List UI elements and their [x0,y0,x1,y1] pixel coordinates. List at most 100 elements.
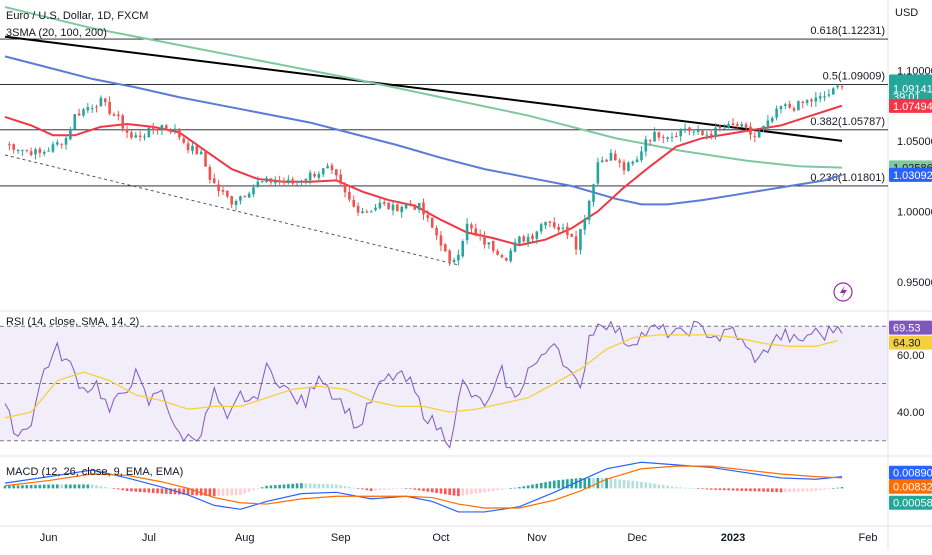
macd-histogram-bar [792,488,796,492]
macd-histogram-bar [178,488,181,495]
macd-histogram-bar [496,488,499,491]
macd-histogram-bar [531,484,534,489]
candle [417,202,421,213]
candle-body [522,236,526,242]
candle [840,84,844,90]
macd-histogram-bar [797,488,800,492]
lightning-icon-bolt [840,285,847,299]
candle [587,199,591,225]
candle [448,248,451,267]
candle-body [252,187,255,195]
candle [566,222,569,240]
candle-body [321,168,325,175]
candle-body [474,228,478,234]
macd-histogram-bar [522,486,526,489]
candle-body [278,180,281,182]
candle-body [234,201,238,205]
candle [60,143,63,149]
time-axis-tick: Feb [859,532,878,544]
macd-histogram-bar [740,488,744,491]
candle [635,156,639,163]
macd-histogram-bar [600,477,604,489]
candle [435,225,438,240]
candle [544,221,547,229]
macd-histogram-bar [422,488,425,491]
candle [478,229,482,241]
macd-histogram-bar [156,488,159,494]
macd-histogram-bar [518,487,521,489]
candle-body [583,218,587,230]
rsi-indicator-label[interactable]: RSI (14, close, SMA, 14, 2) [6,316,139,328]
candle [714,122,717,140]
candle [640,145,643,163]
candle [439,231,443,251]
candle [618,158,621,168]
candle [326,162,329,169]
candle-body [448,250,451,262]
candle-body [548,221,552,223]
macd-histogram-bar [404,488,408,489]
candle [38,146,42,158]
candle [605,158,608,163]
macd-histogram-bar [25,485,29,489]
candle [518,235,521,245]
candle-body [483,235,486,245]
candle-body [609,152,613,161]
candle-body [391,204,395,211]
candle-body [138,135,142,138]
rsi-value-tag: 69.53 [889,320,932,335]
candle-body [117,114,120,116]
candle [352,195,356,208]
candle-body [749,126,752,135]
candle [247,191,251,198]
candle-body [505,258,508,261]
candle [827,89,831,98]
last-price-tag: 1.09141 [889,74,932,103]
macd-histogram-bar [90,484,94,489]
macd-histogram-bar [217,488,220,497]
macd-histogram-bar [12,485,16,489]
candle-body [304,179,308,181]
candle-body [500,255,504,258]
macd-histogram-bar [86,484,90,489]
macd-histogram-bar [321,483,325,489]
candle-body [339,174,342,184]
candle [151,122,155,135]
candle-body [186,143,190,151]
macd-histogram-bar [609,478,613,489]
candle-body [775,108,778,118]
candle-body [766,120,770,127]
macd-histogram-bar [82,484,85,489]
candle-body [413,206,417,210]
candle-body [147,127,151,137]
macd-histogram-bar [653,483,656,489]
candle-body [461,241,465,257]
macd-histogram-bar [627,480,630,489]
macd-histogram-bar [51,484,55,489]
candle [731,118,735,128]
candle [77,108,81,116]
macd-histogram-bar [727,488,730,491]
macd-histogram-bar [38,484,42,489]
macd-histogram-bar [260,487,264,489]
histogram-value-tag-bg [889,495,932,510]
candle-body [409,203,412,206]
alert-lightning-icon[interactable] [833,282,853,302]
candle-body [570,233,574,237]
candle-body [653,132,656,142]
macd-histogram-bar [631,480,635,489]
macd-indicator-label[interactable]: MACD (12, 26, close, 9, EMA, EMA) [6,466,183,478]
candle [121,113,125,132]
macd-histogram-bar [396,488,399,490]
last-price-tag-bg [889,74,932,103]
candle-body [378,202,382,209]
macd-histogram-bar [3,485,7,489]
macd-histogram-bar [592,477,595,489]
candle [369,210,373,213]
macd-histogram-bar [16,485,20,489]
candle [452,257,456,264]
macd-histogram-bar [234,488,238,496]
sma-indicator-label[interactable]: 3SMA (20, 100, 200) [6,27,107,39]
candle-body [840,86,844,88]
